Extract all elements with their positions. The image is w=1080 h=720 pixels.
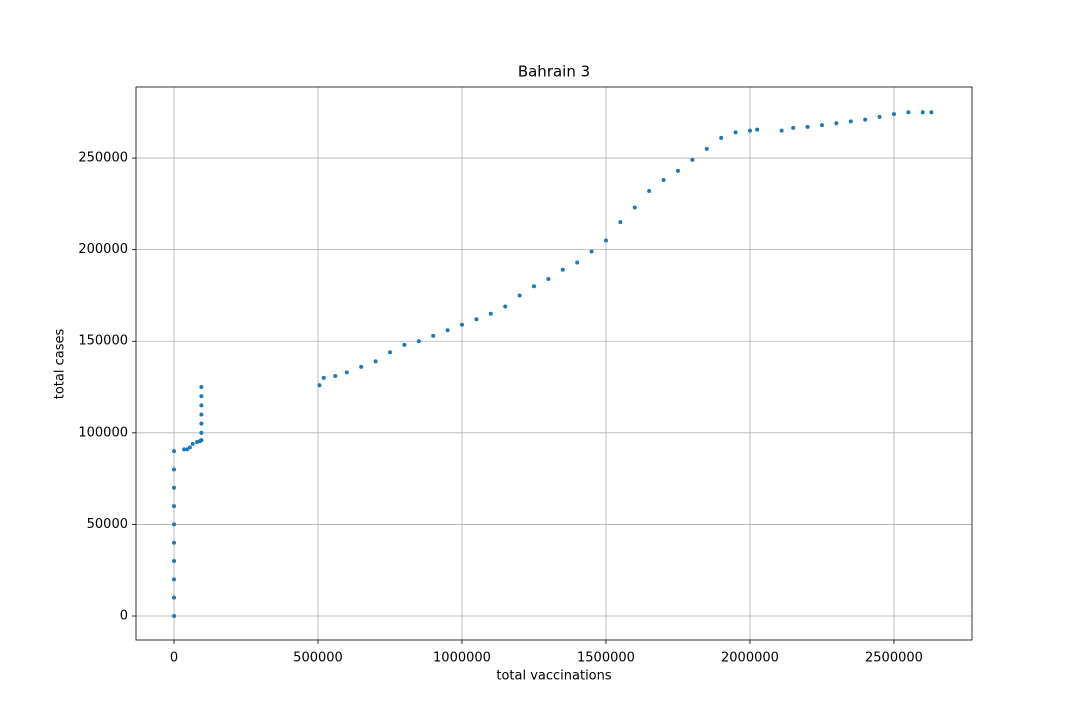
y-tick-label: 50000 — [87, 517, 128, 532]
point — [445, 328, 450, 333]
point — [184, 447, 189, 452]
plot-frame — [135, 86, 973, 641]
point — [172, 485, 177, 490]
point — [675, 168, 680, 173]
point — [779, 128, 784, 133]
point — [531, 284, 536, 289]
point — [172, 614, 177, 619]
point — [333, 374, 338, 379]
point — [834, 121, 839, 126]
point — [199, 412, 204, 417]
point — [704, 146, 709, 151]
point — [199, 438, 204, 443]
point — [589, 249, 594, 254]
point — [819, 123, 824, 128]
x-tick-label: 1000000 — [433, 651, 491, 666]
point — [172, 504, 177, 509]
y-tick-label: 100000 — [78, 425, 128, 440]
point — [488, 311, 493, 316]
point — [863, 117, 868, 122]
point — [359, 364, 364, 369]
point — [172, 522, 177, 527]
point — [317, 383, 322, 388]
point — [190, 441, 195, 446]
x-axis-label: total vaccinations — [496, 669, 612, 684]
point — [172, 540, 177, 545]
point — [575, 260, 580, 265]
point — [920, 110, 925, 115]
point — [929, 110, 934, 115]
point — [632, 205, 637, 210]
point — [891, 112, 896, 117]
point — [199, 385, 204, 390]
point — [459, 322, 464, 327]
point — [733, 130, 738, 135]
point — [719, 135, 724, 140]
point — [603, 238, 608, 243]
y-tick-label: 250000 — [78, 151, 128, 166]
x-tick-label: 0 — [170, 651, 178, 666]
y-tick-label: 150000 — [78, 334, 128, 349]
point — [560, 267, 565, 272]
point — [546, 276, 551, 281]
point — [199, 430, 204, 435]
x-tick-label: 2000000 — [721, 651, 779, 666]
point — [344, 370, 349, 375]
point — [618, 220, 623, 225]
point — [199, 394, 204, 399]
point — [877, 114, 882, 119]
x-tick-label: 1500000 — [577, 651, 635, 666]
point — [755, 127, 760, 132]
y-tick-label: 200000 — [78, 242, 128, 257]
x-tick-label: 500000 — [293, 651, 343, 666]
point — [199, 421, 204, 426]
point — [416, 339, 421, 344]
point — [172, 595, 177, 600]
x-tick-label: 2500000 — [865, 651, 923, 666]
point — [373, 359, 378, 364]
point — [474, 317, 479, 322]
point — [321, 375, 326, 380]
y-axis-label: total cases — [53, 329, 68, 400]
point — [791, 125, 796, 130]
point — [848, 119, 853, 124]
point — [690, 157, 695, 162]
point — [517, 293, 522, 298]
point — [199, 403, 204, 408]
point — [906, 110, 911, 115]
point — [503, 304, 508, 309]
point — [402, 342, 407, 347]
chart-title: Bahrain 3 — [518, 63, 590, 81]
point — [805, 124, 810, 129]
point — [172, 559, 177, 564]
point — [431, 333, 436, 338]
point — [661, 178, 666, 183]
point — [172, 449, 177, 454]
point — [172, 467, 177, 472]
point — [387, 350, 392, 355]
point — [647, 189, 652, 194]
point — [187, 445, 192, 450]
point — [747, 128, 752, 133]
point — [182, 447, 187, 452]
y-tick-label: 0 — [120, 609, 128, 624]
point — [172, 577, 177, 582]
